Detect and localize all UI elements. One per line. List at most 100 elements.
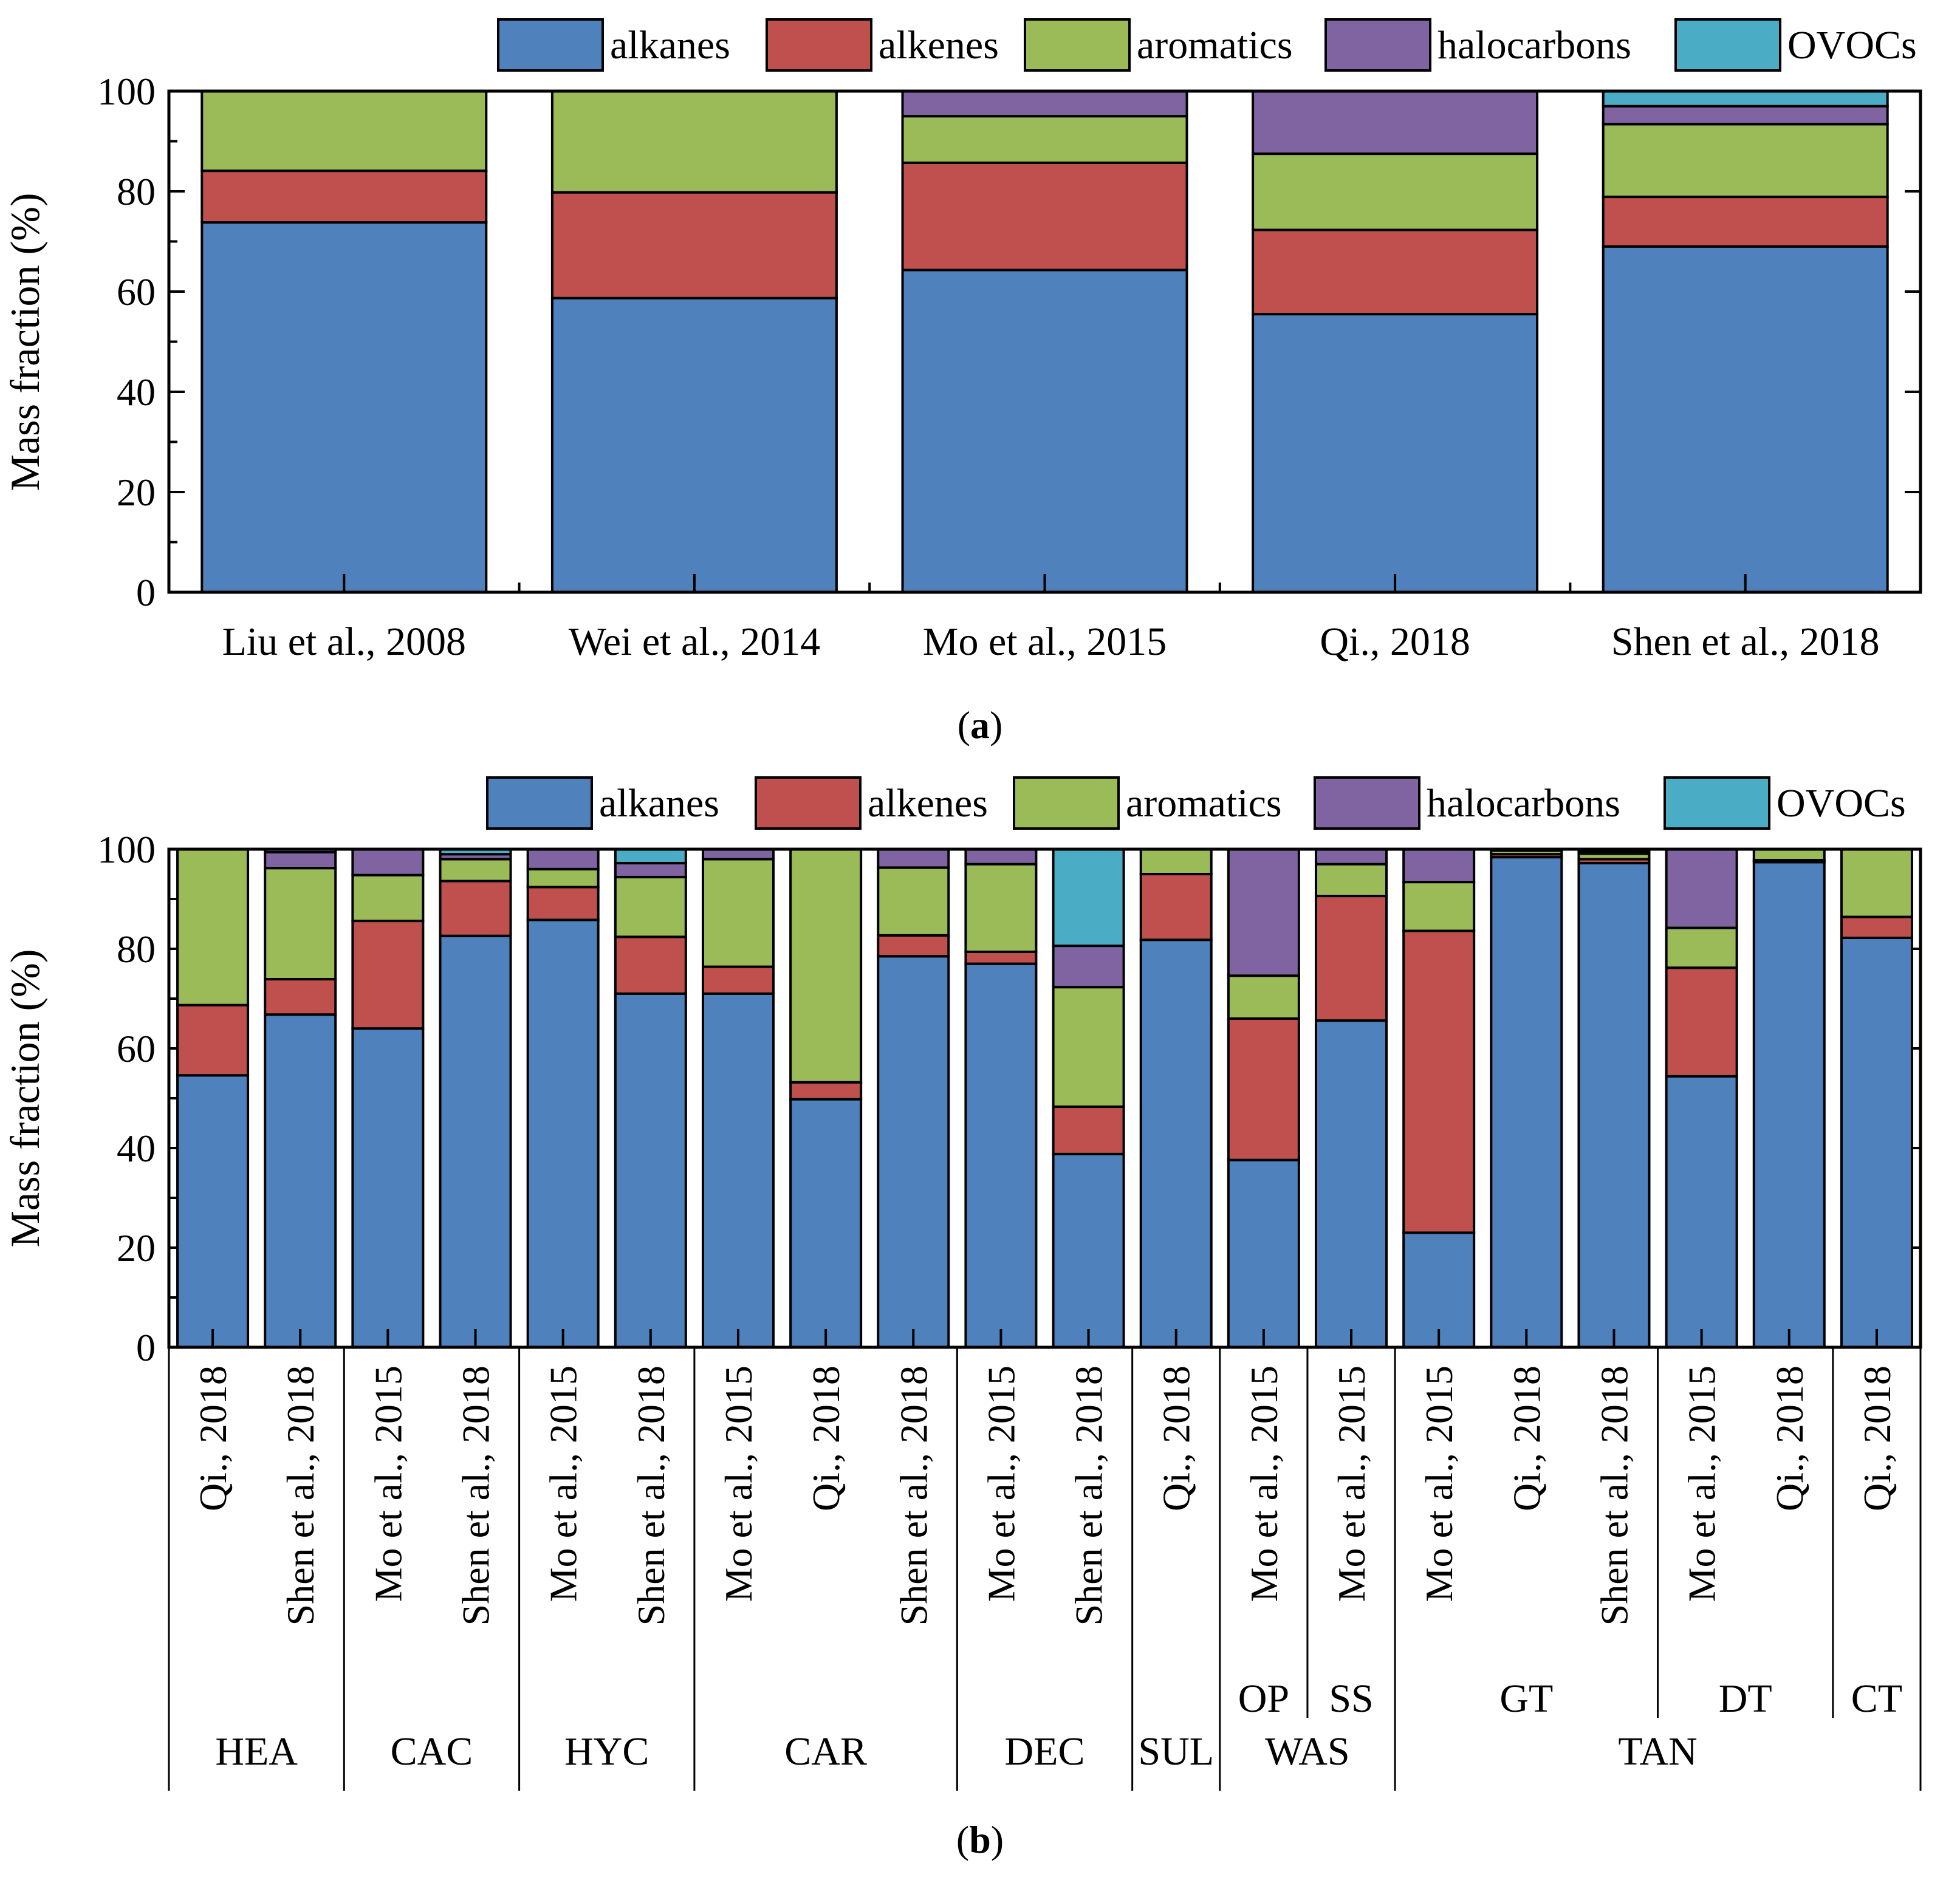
panel-b-x-tick-label: Mo et al., 2015 — [1242, 1366, 1286, 1602]
panel-b-bar-segment-alkenes — [1665, 966, 1738, 1078]
panel-b-legend-swatch-alkenes — [755, 776, 862, 830]
panel-b-bar-segment-alkanes — [176, 1074, 250, 1349]
panel-b-bar-8 — [789, 848, 863, 1348]
panel-b-group-label-dec: DEC — [1005, 1729, 1085, 1774]
panel-b-bars — [176, 848, 1913, 1349]
panel-b-bar-segment-aromatics — [1402, 881, 1476, 932]
panel-a-legend: alkanes alkenes aromatics halocarbons OVOCs — [497, 18, 1917, 72]
panel-a-bar-segment-ovocs — [1602, 90, 1889, 108]
panel-a-y-tick-label: 40 — [117, 371, 156, 414]
panel-b-x-tick-label: Qi., 2018 — [804, 1366, 848, 1511]
panel-b-x-tick-label: Qi., 2018 — [1768, 1366, 1811, 1511]
panel-b-bar-segment-alkanes — [1402, 1231, 1476, 1349]
panel-a-bar-segment-alkenes — [200, 169, 488, 224]
panel-b-bar-segment-aromatics — [1139, 848, 1213, 875]
panel-b-bar-segment-aromatics — [1315, 863, 1388, 898]
panel-a-y-tick-label: 20 — [117, 471, 156, 514]
panel-b-bar-segment-alkenes — [1840, 915, 1913, 939]
panel-b-bar-segment-halocarbons — [1315, 848, 1388, 866]
panel-a-bar-segment-aromatics — [901, 115, 1188, 164]
panel-b-bar-6 — [614, 848, 687, 1349]
panel-a-y-tick-label: 100 — [97, 70, 156, 113]
panel-b-x-tick-label: Mo et al., 2015 — [1417, 1366, 1461, 1602]
panel-a-bar-1 — [200, 90, 488, 593]
panel-b-legend-label-aromatics: aromatics — [1126, 781, 1282, 825]
panel-b-bar-segment-alkenes — [1227, 1017, 1300, 1161]
panel-b-chart: alkanes alkenes aromatics halocarbons OVOCs … — [2, 776, 1922, 1861]
panel-a-bar-segment-aromatics — [1252, 152, 1539, 231]
panel-b-legend-swatch-alkanes — [486, 776, 593, 830]
panel-b-bar-segment-halocarbons — [526, 848, 600, 870]
panel-b-bar-14 — [1315, 848, 1388, 1348]
panel-a-legend-swatch-alkanes — [497, 18, 604, 72]
panel-b-bar-segment-halocarbons — [1402, 848, 1476, 884]
panel-a-bar-4 — [1252, 90, 1539, 593]
panel-a-y-tick-label: 80 — [117, 170, 156, 213]
panel-a-x-tick-label: Wei et al., 2014 — [569, 620, 820, 664]
panel-b-group-label-was: WAS — [1265, 1729, 1349, 1774]
panel-a-bar-segment-alkanes — [1252, 313, 1539, 593]
panel-b-bar-segment-alkanes — [1315, 1019, 1388, 1348]
panel-b-bar-segment-ovocs — [1052, 848, 1125, 948]
panel-b-bar-segment-alkenes — [789, 1081, 863, 1101]
panel-b-bar-segment-alkanes — [264, 1013, 337, 1348]
panel-b-bar-20 — [1840, 848, 1913, 1348]
panel-b-x-tick-label: Mo et al., 2015 — [979, 1366, 1023, 1602]
panel-a-bar-segment-halocarbons — [1252, 90, 1539, 156]
panel-b-bar-segment-halocarbons — [964, 848, 1038, 866]
panel-b-x-tick-label: Mo et al., 2015 — [1681, 1366, 1724, 1602]
panel-b-x-tick-label: Mo et al., 2015 — [717, 1366, 760, 1602]
panel-a-bars — [200, 90, 1889, 593]
panel-b-bar-17 — [1577, 848, 1651, 1348]
panel-b-bar-segment-aromatics — [964, 863, 1038, 953]
panel-b-x-tick-label: Shen et al., 2018 — [1592, 1366, 1636, 1625]
panel-b-subgroup-label-gt: GT — [1499, 1677, 1553, 1721]
panel-b-legend-label-alkanes: alkanes — [599, 781, 719, 825]
panel-b-x-tick-label: Qi., 2018 — [191, 1366, 235, 1511]
panel-a-legend-label-halocarbons: halocarbons — [1437, 23, 1631, 67]
panel-b-y-tick-label: 100 — [97, 828, 156, 871]
panel-b-bar-4 — [439, 848, 512, 1349]
panel-a-x-tick-label: Qi., 2018 — [1320, 620, 1470, 664]
panel-b-x-tick-label: Shen et al., 2018 — [1067, 1366, 1111, 1625]
panel-b-bar-segment-alkenes — [701, 965, 775, 995]
panel-b-y-tick-label: 80 — [117, 928, 156, 971]
panel-b-bar-segment-alkanes — [351, 1027, 425, 1348]
panel-b-bar-segment-alkenes — [439, 880, 512, 937]
panel-a-chart: alkanes alkenes aromatics halocarbons OVOCs … — [2, 18, 1922, 747]
panel-a-bar-2 — [550, 90, 838, 593]
panel-b-bar-segment-alkenes — [1315, 895, 1388, 1022]
panel-b-bar-segment-aromatics — [1227, 974, 1300, 1020]
panel-b-y-tick-label: 20 — [117, 1226, 156, 1270]
panel-b-bar-segment-alkanes — [877, 955, 950, 1349]
panel-b-bar-segment-aromatics — [1052, 986, 1125, 1108]
panel-b-bar-9 — [877, 848, 950, 1349]
panel-b-bar-segment-alkanes — [439, 934, 512, 1349]
panel-a-legend-label-aromatics: aromatics — [1137, 23, 1293, 67]
panel-b-bar-segment-halocarbons — [877, 848, 950, 869]
panel-b-legend: alkanes alkenes aromatics halocarbons OVOCs — [486, 776, 1906, 830]
panel-b-bar-3 — [351, 848, 425, 1348]
panel-b-bar-segment-aromatics — [439, 858, 512, 883]
panel-b-x-tick-label: Mo et al., 2015 — [366, 1366, 409, 1602]
panel-b-bar-segment-aromatics — [176, 848, 250, 1007]
panel-b-bar-segment-alkenes — [1139, 873, 1213, 942]
panel-b-bar-segment-alkanes — [1490, 856, 1563, 1348]
panel-b-y-axis-label: Mass fraction (%) — [2, 949, 48, 1248]
panel-b-bar-segment-alkanes — [1227, 1158, 1300, 1349]
panel-b-legend-swatch-ovocs — [1664, 776, 1770, 830]
panel-b-bar-segment-alkanes — [964, 962, 1038, 1348]
panel-a-legend-swatch-halocarbons — [1324, 18, 1431, 72]
panel-a-bar-segment-aromatics — [1602, 123, 1889, 199]
panel-b-x-tick-label: Shen et al., 2018 — [629, 1366, 673, 1625]
panel-b-bar-segment-alkenes — [1402, 929, 1476, 1234]
panel-b-group-label-hyc: HYC — [564, 1729, 649, 1774]
panel-a-legend-swatch-ovocs — [1674, 18, 1781, 72]
panel-a-y-ticks: 0 20 40 60 80 100 — [97, 70, 1921, 614]
panel-b-y-tick-label: 60 — [117, 1027, 156, 1070]
panel-b-group-labels: HEA CAC HYC CAR DEC SUL WAS TAN OP SS GT DT CT — [168, 1347, 1922, 1791]
panel-b-bar-segment-alkenes — [964, 950, 1038, 965]
panel-a-x-tick-label: Liu et al., 2008 — [222, 620, 466, 664]
panel-a-bar-3 — [901, 90, 1188, 593]
